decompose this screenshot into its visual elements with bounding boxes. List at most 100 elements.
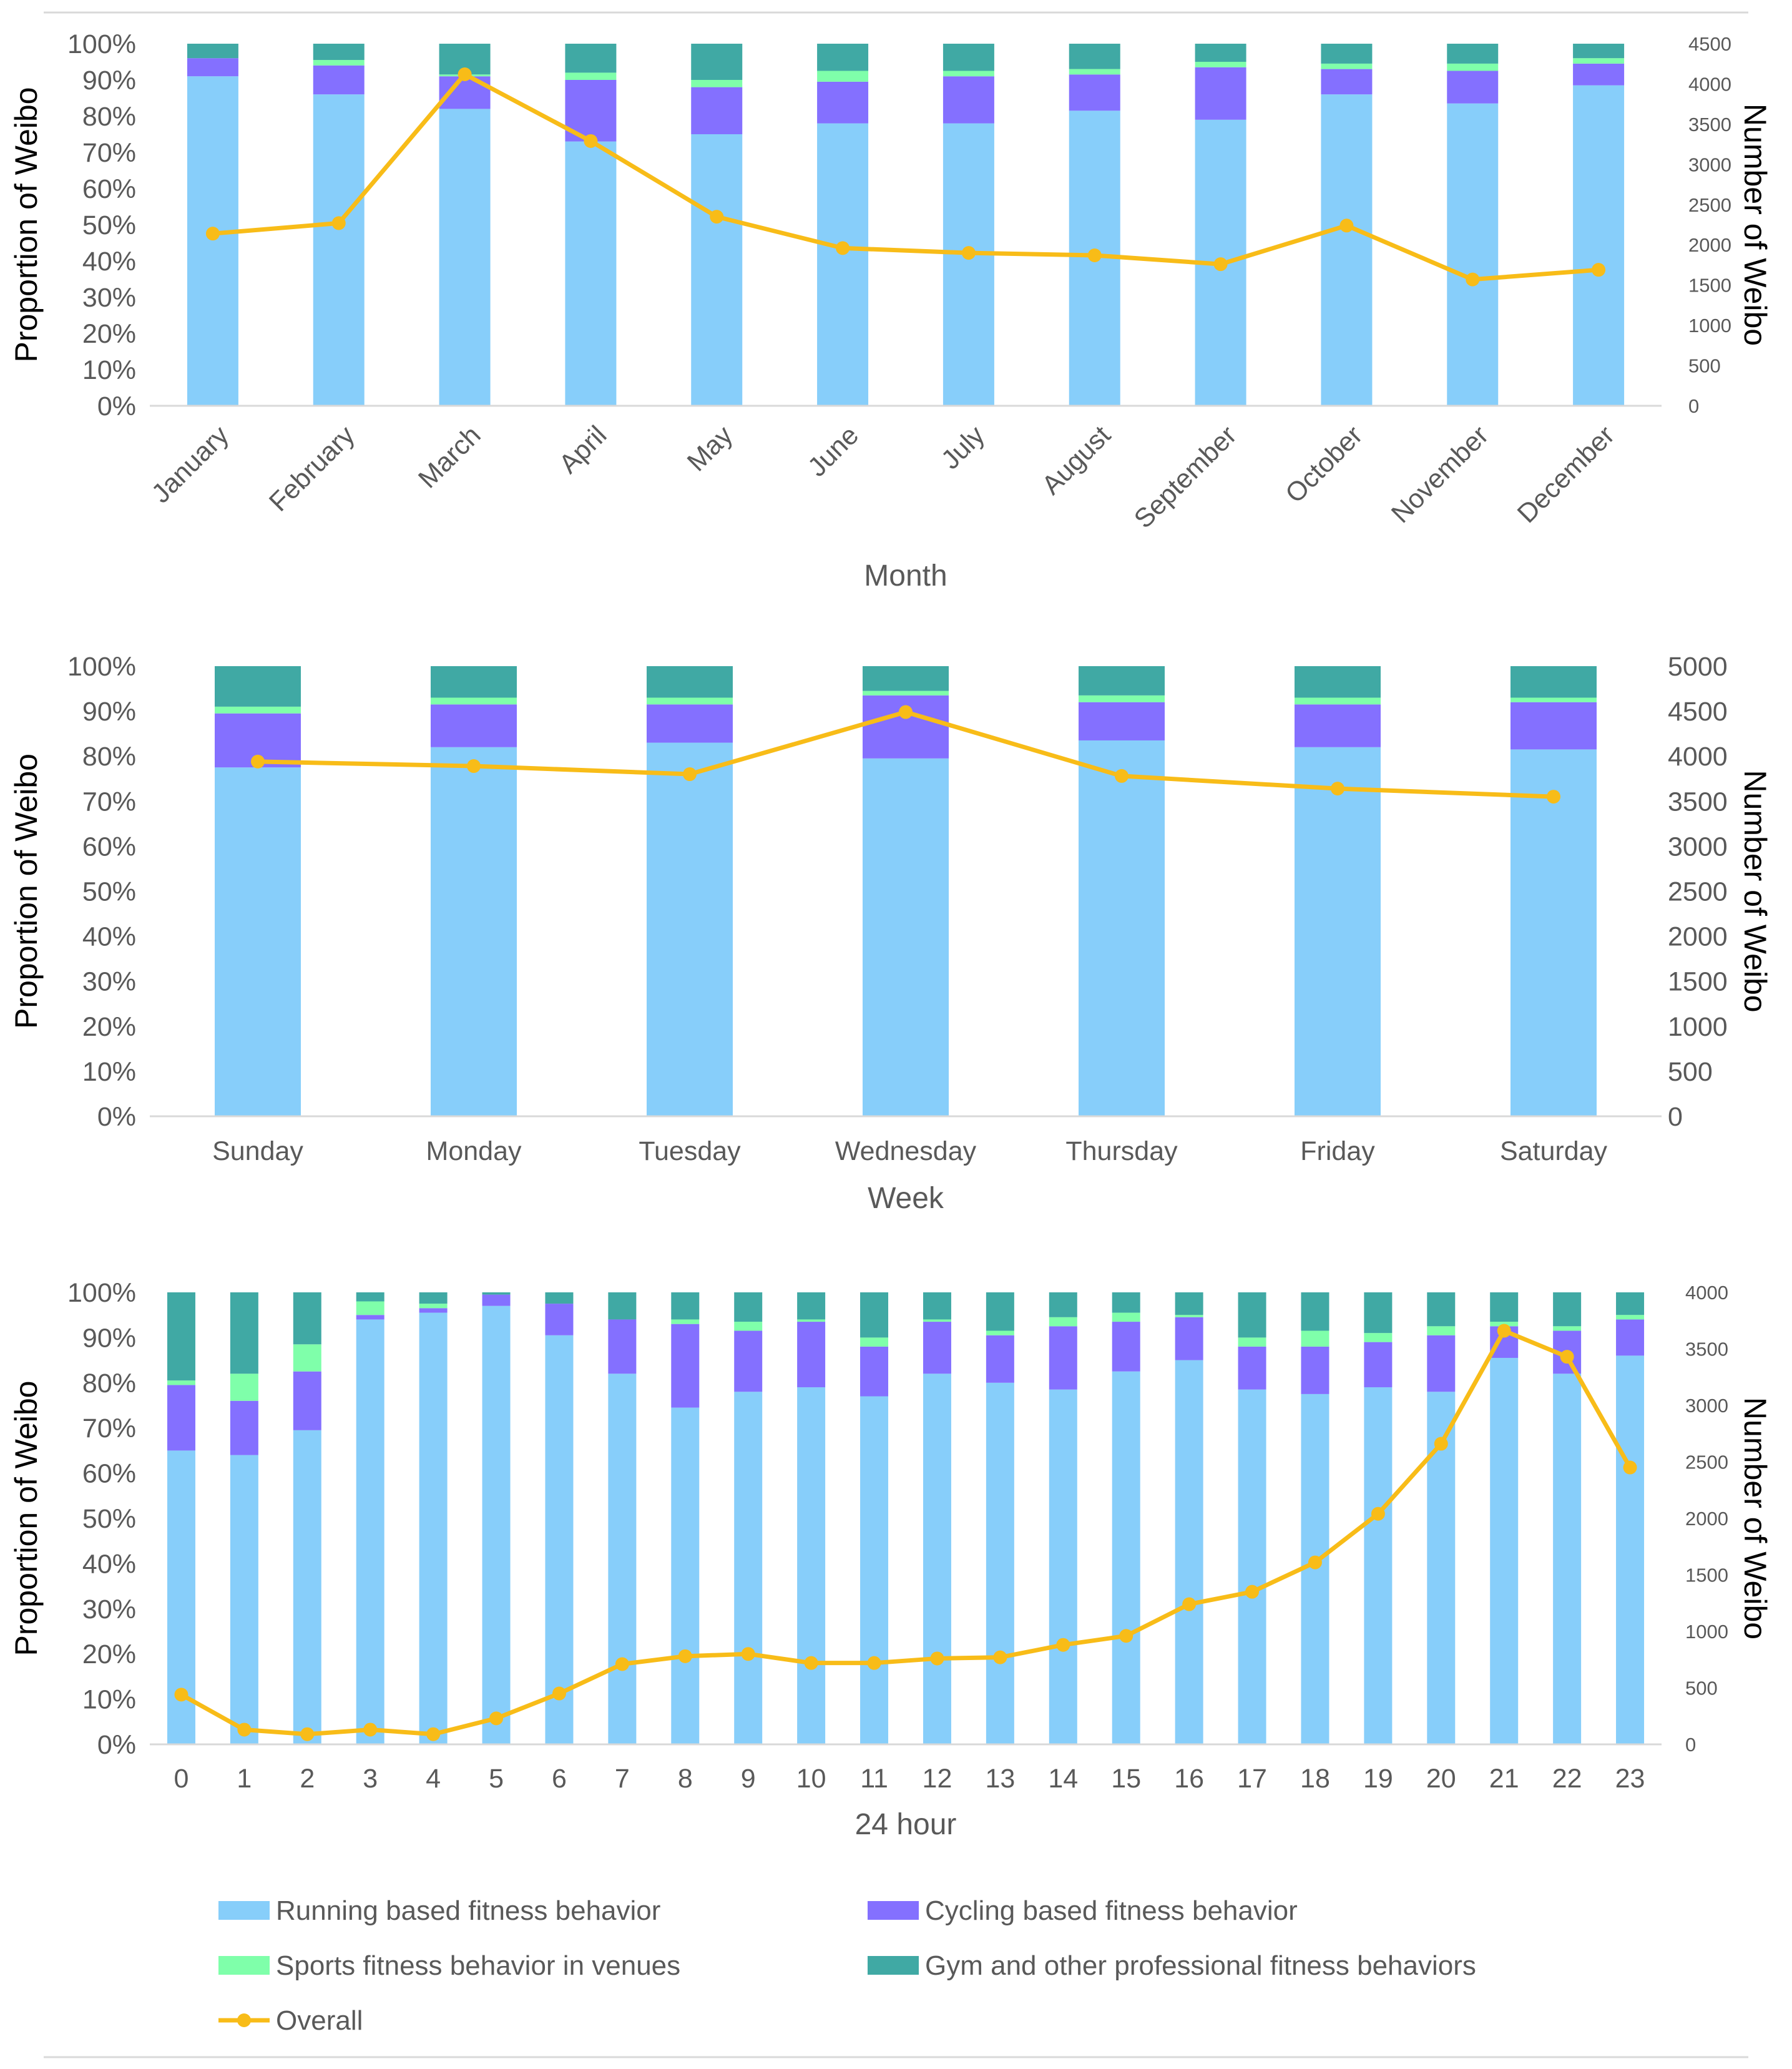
hour-bar-gym [671,1292,700,1320]
week-overall-point [899,705,913,719]
hour-y-tick-label: 60% [82,1459,136,1489]
week-y2-tick-label: 5000 [1668,652,1728,682]
hour-bar-gym [608,1292,637,1320]
hour-bar-sports [671,1319,700,1324]
month-overall-point [961,246,976,260]
month-bar-sports [943,71,994,77]
month-y-axis-title: Proportion of Weibo [9,87,44,363]
hour-y2-tick-label: 1500 [1685,1565,1728,1586]
hour-bar-gym [1238,1292,1266,1338]
hour-bar-sports [1616,1315,1645,1320]
hour-x-tick-label: 4 [426,1764,441,1794]
month-bar-running [565,141,617,406]
hour-bar-cycling [1049,1326,1077,1390]
month-y-tick-label: 30% [82,283,136,313]
hour-bar-running [1553,1374,1582,1744]
hour-x-tick-label: 10 [796,1764,826,1794]
month-bar-cycling [1573,63,1625,86]
month-x-axis-title: Month [864,559,947,592]
month-x-tick-label: December [1512,420,1620,529]
month-overall-line [212,72,1599,282]
month-bar-gym [817,44,869,71]
hour-y-tick-label: 90% [82,1323,136,1353]
month-bar-running [943,123,994,406]
week-overall-point [1115,769,1129,783]
hour-bar-sports [1427,1326,1456,1335]
hour-overall-point [615,1657,629,1671]
hour-bar-cycling [1175,1317,1203,1360]
hour-bar-gym [1364,1292,1393,1334]
hour-bar-cycling [356,1315,384,1320]
hour-bar-gym [419,1292,448,1304]
hour-y-tick-label: 40% [82,1549,136,1579]
hour-bar-gym [482,1292,511,1295]
week-y2-tick-label: 1000 [1668,1012,1728,1042]
month-bar-running [1447,103,1499,406]
week-overall-point [683,767,697,782]
month-x-tick-label: October [1280,420,1368,509]
hour-bar-running [923,1374,951,1744]
hour-bar-gym [1616,1292,1645,1315]
week-y2-tick-label: 1500 [1668,967,1728,997]
week-y-tick-label: 90% [82,697,136,727]
month-overall-point [1592,263,1606,277]
hour-bar-running [419,1312,448,1744]
hour-bar-cycling [860,1346,889,1397]
hour-bar-running [1616,1355,1645,1744]
hour-bar-gym [734,1292,763,1322]
hour-bar-running [545,1335,574,1744]
week-y-tick-label: 10% [82,1057,136,1087]
hour-bar-cycling [419,1308,448,1313]
month-overall-point [836,241,850,255]
month-y-tick-label: 10% [82,355,136,385]
hour-overall-point [678,1649,692,1663]
hour-bar-sports [1553,1326,1582,1331]
hour-x-tick-label: 19 [1363,1764,1393,1794]
month-bar-running [691,134,743,406]
month-bar-gym [943,44,994,71]
month-bar-cycling [313,65,365,95]
month-overall-point [584,134,598,148]
month-bar-sports [565,72,617,80]
week-x-tick-label: Thursday [1065,1136,1178,1166]
week-bar-cycling [431,704,517,747]
hour-x-tick-label: 2 [300,1764,315,1794]
hour-bar-gym [356,1292,384,1302]
week-y2-tick-label: 2500 [1668,877,1728,907]
hour-x-tick-label: 3 [363,1764,378,1794]
week-x-tick-label: Tuesday [639,1136,741,1166]
week-y-tick-label: 60% [82,832,136,862]
month-y-tick-label: 0% [97,391,136,421]
hour-bar-cycling [1112,1322,1140,1372]
legend-point-swatch [237,2013,251,2027]
week-bar-gym [863,666,949,691]
hour-bar-gym [1112,1292,1140,1313]
month-x-tick-label: April [554,420,613,479]
hour-bar-cycling [293,1371,321,1430]
month-x-tick-label: August [1036,420,1117,501]
week-chart: 0% 10% 20% 30% 40% 50% 60% 70% 80% 90% 100% 0 500 100… [9,652,1773,1215]
month-bar-cycling [1195,67,1246,120]
hour-overall-point [237,1723,252,1737]
hour-bar-sports [230,1374,258,1401]
month-bar-gym [1069,44,1120,69]
month-y-tick-label: 50% [82,210,136,240]
hour-x-tick-label: 20 [1426,1764,1456,1794]
month-x-tick-label: July [936,420,991,475]
week-y-tick-label: 0% [97,1102,136,1132]
week-y2-tick-label: 4500 [1668,697,1728,727]
week-y2-tick-label: 500 [1668,1057,1713,1087]
hour-x-tick-label: 16 [1174,1764,1204,1794]
week-bar-running [215,767,301,1116]
hour-overall-point [1308,1555,1322,1570]
hour-overall-point [1056,1638,1070,1652]
hour-x-tick-label: 14 [1048,1764,1078,1794]
hour-bar-gym [860,1292,889,1338]
month-chart: 0% 10% 20% 30% 40% 50% 60% 70% 80% 90% 100% 0 500 100… [9,29,1773,592]
week-bar-sports [1295,697,1381,705]
week-bar-sports [431,697,517,705]
month-y2-tick-label: 3500 [1688,114,1731,135]
legend-label-gym: Gym and other professional fitness behav… [925,1950,1476,1981]
hour-bar-running [1049,1389,1077,1744]
